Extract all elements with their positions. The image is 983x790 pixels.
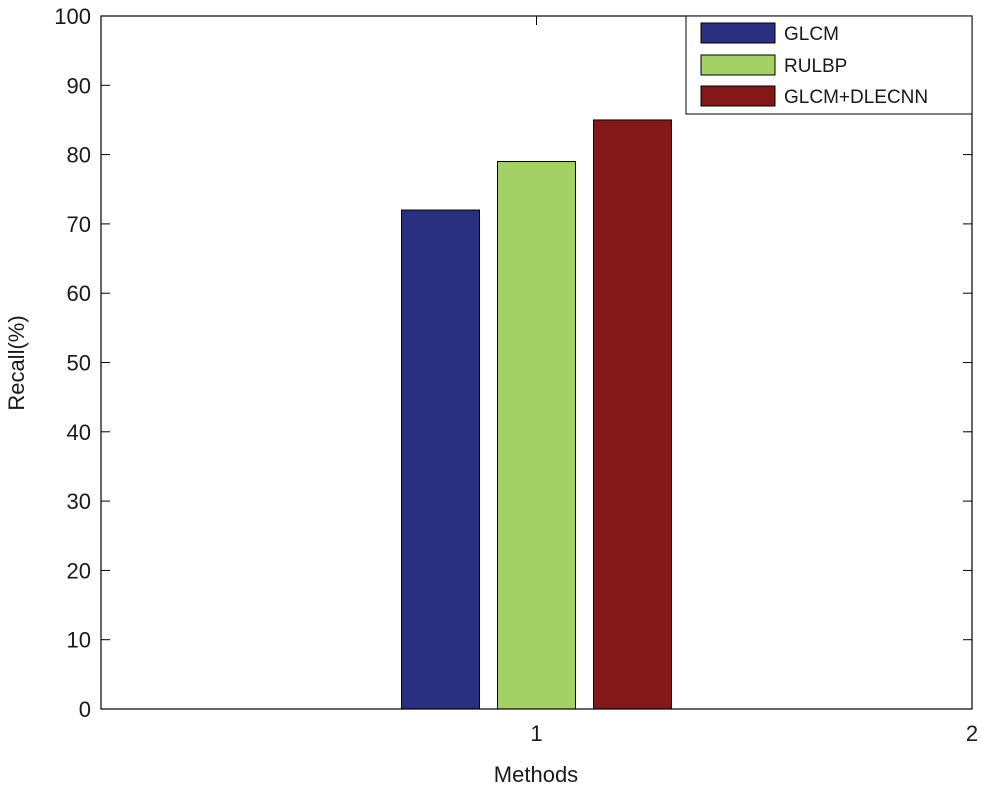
legend-label-glcm: GLCM	[784, 24, 839, 45]
y-tick-label: 40	[67, 420, 91, 445]
x-tick-label: 1	[530, 721, 542, 746]
y-tick-label: 50	[67, 351, 91, 376]
y-tick-label: 70	[67, 212, 91, 237]
y-tick-label: 100	[54, 4, 91, 29]
legend-swatch-rulbp	[700, 54, 776, 76]
legend: GLCM RULBP GLCM+DLECNN	[685, 15, 973, 115]
y-tick-label: 20	[67, 558, 91, 583]
plot-frame	[100, 15, 973, 710]
bars-group	[401, 119, 672, 710]
bar-rulbp	[497, 161, 576, 710]
y-axis-ticks: 0 10 20 30 40 50 60 70 80 90 100	[54, 4, 972, 722]
legend-swatch-glcm-dlecnn	[700, 85, 776, 107]
bar-glcm	[401, 209, 480, 710]
legend-label-rulbp: RULBP	[784, 56, 847, 77]
x-tick-label: 2	[966, 721, 978, 746]
legend-label-glcm-dlecnn: GLCM+DLECNN	[784, 87, 928, 108]
y-tick-label: 10	[67, 628, 91, 653]
legend-swatch-glcm	[700, 22, 776, 44]
y-tick-label: 60	[67, 281, 91, 306]
y-tick-label: 30	[67, 489, 91, 514]
y-tick-label: 0	[79, 697, 91, 722]
bar-glcm-dlecnn	[593, 119, 672, 710]
y-axis-label: Recall(%)	[4, 315, 29, 410]
y-tick-label: 90	[67, 73, 91, 98]
y-tick-label: 80	[67, 143, 91, 168]
x-axis-label: Methods	[494, 762, 578, 787]
